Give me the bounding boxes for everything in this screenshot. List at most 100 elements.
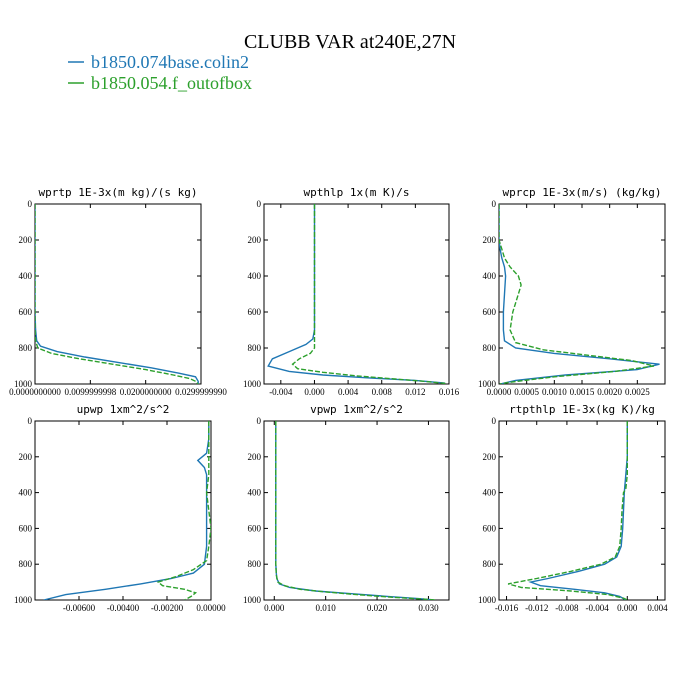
series-line-1: [528, 421, 628, 600]
series-line-1: [267, 204, 445, 384]
y-tick-label: 400: [483, 271, 497, 281]
y-tick-label: 600: [483, 523, 497, 533]
y-tick-label: 1000: [478, 595, 497, 605]
y-tick-label: 600: [19, 523, 33, 533]
x-tick-label: -0.008: [555, 603, 579, 613]
x-tick-label: -0.00200: [151, 603, 184, 613]
y-tick-label: 800: [248, 343, 262, 353]
x-tick-label: 0.016: [439, 387, 460, 397]
x-tick-label: -0.00600: [63, 603, 96, 613]
series-line-2: [499, 204, 655, 384]
x-tick-label: 0.00000: [196, 603, 226, 613]
panel-title: wprtp 1E-3x(m kg)/(s kg): [39, 186, 198, 199]
x-tick-label: 0.010: [316, 603, 337, 613]
y-tick-label: 0: [492, 199, 497, 209]
x-tick-label: 0.0299999990: [175, 387, 227, 397]
series-line-2: [156, 421, 211, 600]
plot-frame: [263, 203, 450, 385]
y-tick-label: 400: [248, 271, 262, 281]
x-tick-label: 0.012: [405, 387, 425, 397]
series-line-1: [35, 204, 199, 384]
panel-wprcp: wprcp 1E-3x(m/s) (kg/kg) 0 200 400 600 800 100…: [478, 186, 666, 397]
y-tick-label: 600: [19, 307, 33, 317]
x-tick-label: 0.000: [264, 603, 285, 613]
series-line-2: [275, 421, 437, 600]
panel-wprtp: wprtp 1E-3x(m kg)/(s kg) 0 200 400 600 800 100…: [9, 186, 227, 397]
x-tick-label: 0.0005: [514, 387, 539, 397]
series-line-2: [35, 204, 199, 384]
y-tick-label: 800: [19, 559, 33, 569]
y-tick-label: 0: [28, 416, 33, 426]
panel-title: wprcp 1E-3x(m/s) (kg/kg): [503, 186, 662, 199]
y-tick-label: 0: [257, 199, 262, 209]
x-tick-label: 0.0000: [487, 387, 512, 397]
y-tick-label: 800: [19, 343, 33, 353]
y-tick-label: 200: [248, 235, 262, 245]
x-tick-label: 0.0020: [597, 387, 622, 397]
plot-frame: [263, 420, 450, 601]
panel-title: rtpthlp 1E-3x(kg K)/kg: [509, 403, 655, 416]
y-tick-label: 1000: [478, 379, 497, 389]
x-tick-label: 0.000: [617, 603, 638, 613]
series-line-1: [275, 421, 434, 600]
y-tick-label: 200: [248, 452, 262, 462]
y-tick-label: 400: [19, 488, 33, 498]
panel-wpthlp: wpthlp 1x(m K)/s 0 200 400 600 800 1000 -0.004 0…: [243, 186, 460, 397]
x-tick-label: 0.0000000000: [9, 387, 61, 397]
x-tick-label: 0.0200000000: [120, 387, 172, 397]
series-line-1: [499, 204, 660, 384]
panel-upwp: upwp 1xm^2/s^2 0 200 400 600 800 1000 -0.00600 -…: [14, 403, 226, 613]
y-tick-label: 600: [483, 307, 497, 317]
y-tick-label: 400: [483, 488, 497, 498]
figure-title: CLUBB VAR at240E,27N: [244, 31, 456, 53]
x-tick-label: 0.004: [338, 387, 359, 397]
y-tick-label: 1000: [243, 595, 262, 605]
x-tick-label: 0.030: [418, 603, 439, 613]
series-line-2: [507, 421, 628, 600]
plot-frame: [34, 203, 202, 385]
y-tick-label: 1000: [14, 595, 33, 605]
y-tick-label: 0: [257, 416, 262, 426]
y-tick-label: 200: [483, 452, 497, 462]
legend-label-1: b1850.074base.colin2: [91, 52, 249, 72]
x-tick-label: 0.0015: [570, 387, 595, 397]
y-tick-label: 800: [483, 343, 497, 353]
series-line-2: [291, 204, 447, 384]
y-tick-label: 200: [483, 235, 497, 245]
y-tick-label: 800: [483, 559, 497, 569]
plot-frame: [498, 420, 666, 601]
y-tick-label: 0: [28, 199, 33, 209]
series-line-1: [43, 421, 210, 600]
panel-title: vpwp 1xm^2/s^2: [310, 403, 403, 416]
y-tick-label: 600: [248, 523, 262, 533]
x-tick-label: 0.0099999998: [64, 387, 116, 397]
panel-title: upwp 1xm^2/s^2: [77, 403, 170, 416]
y-tick-label: 200: [19, 452, 33, 462]
y-tick-label: 400: [19, 271, 33, 281]
x-tick-label: -0.004: [585, 603, 609, 613]
panel-title: wpthlp 1x(m K)/s: [304, 186, 410, 199]
x-tick-label: 0.0010: [542, 387, 567, 397]
plot-frame: [498, 203, 666, 385]
x-tick-label: -0.012: [525, 603, 548, 613]
legend: b1850.074base.colin2 b1850.054.f_outofbo…: [68, 52, 252, 93]
x-tick-label: 0.0025: [625, 387, 650, 397]
y-tick-label: 600: [248, 307, 262, 317]
x-tick-label: 0.000: [304, 387, 325, 397]
y-tick-label: 1000: [243, 379, 262, 389]
y-tick-label: 800: [248, 559, 262, 569]
x-tick-label: 0.008: [372, 387, 393, 397]
x-tick-label: 0.004: [647, 603, 668, 613]
panel-rtpthlp: rtpthlp 1E-3x(kg K)/kg02004006008001000-…: [478, 403, 668, 613]
y-tick-label: 200: [19, 235, 33, 245]
x-tick-label: -0.00400: [107, 603, 140, 613]
y-tick-label: 0: [492, 416, 497, 426]
x-tick-label: -0.016: [495, 603, 519, 613]
x-tick-label: 0.020: [367, 603, 388, 613]
x-tick-label: -0.004: [269, 387, 293, 397]
legend-label-2: b1850.054.f_outofbox: [91, 73, 252, 93]
y-tick-label: 400: [248, 488, 262, 498]
y-tick-label: 1000: [14, 379, 33, 389]
